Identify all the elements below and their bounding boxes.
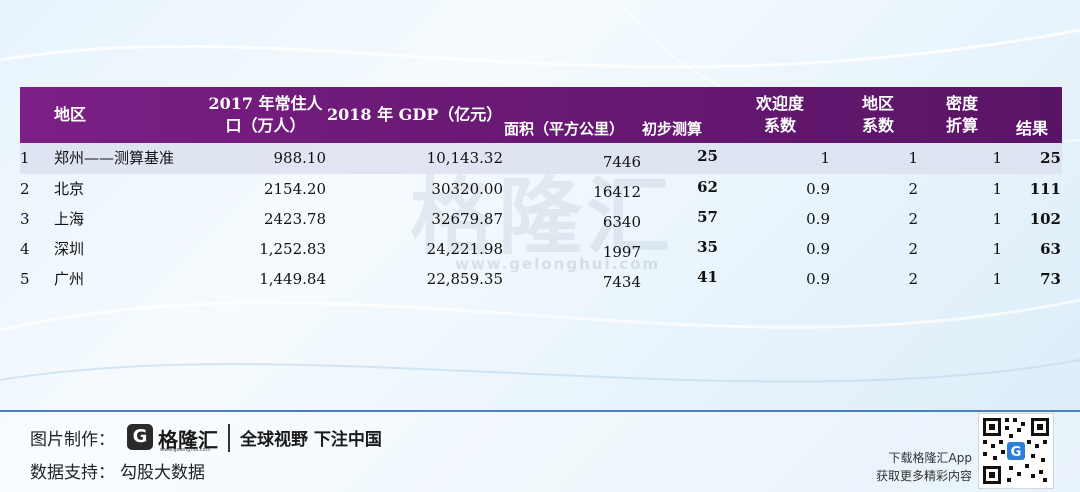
row-prelim: 62 <box>697 178 718 196</box>
row-prelim: 41 <box>697 268 718 286</box>
header-density-line1: 密度 <box>945 94 978 113</box>
row-result: 25 <box>1040 149 1061 167</box>
header-popularity-line2: 系数 <box>763 116 796 135</box>
row-density: 1 <box>992 180 1002 198</box>
row-result: 73 <box>1040 270 1061 288</box>
header-density-line2: 折算 <box>945 116 978 135</box>
header-region-coef-line1: 地区 <box>861 94 894 113</box>
row-area: 16412 <box>593 183 641 201</box>
row-area: 7446 <box>602 153 641 171</box>
row-region-coef: 2 <box>908 270 918 288</box>
row-result: 102 <box>1029 210 1061 228</box>
row-index: 4 <box>20 240 30 258</box>
app-promo-text: 获取更多精彩内容 <box>875 469 972 483</box>
header-region-coef-line2: 系数 <box>861 116 894 135</box>
footer-divider <box>0 410 1080 412</box>
row-gdp: 30320.00 <box>431 180 503 198</box>
footer <box>0 412 1080 492</box>
logo-separator <box>228 424 230 452</box>
header-density: 密度 折算 <box>938 93 986 137</box>
row-area: 1997 <box>602 243 641 261</box>
row-population: 1,449.84 <box>259 270 326 288</box>
header-popularity: 欢迎度 系数 <box>750 93 810 137</box>
header-prelim: 初步测算 <box>642 120 703 138</box>
data-source: 勾股大数据 <box>120 463 205 483</box>
row-index: 1 <box>20 149 30 167</box>
row-region-coef: 2 <box>908 180 918 198</box>
watermark-url: www.gelonghui.com <box>455 255 661 273</box>
watermark-text: 格隆汇 <box>410 168 675 266</box>
table-row: 4 深圳 1,252.83 24,221.98 1997 35 0.9 2 1 … <box>20 234 1062 264</box>
row-popularity: 1 <box>820 149 830 167</box>
header-population: 2017 年常住人 口（万人） <box>208 93 323 137</box>
app-download-text: 下载格隆汇App <box>888 451 972 465</box>
row-city: 北京 <box>54 180 85 198</box>
data-table: 地区 2017 年常住人 口（万人） 2018 年 GDP（亿元） 面积（平方公… <box>20 87 1062 294</box>
svg-text:G: G <box>1011 445 1022 460</box>
row-result: 111 <box>1029 180 1061 198</box>
row-prelim: 35 <box>697 238 718 256</box>
made-by-label: 图片制作： <box>30 430 115 450</box>
row-result: 63 <box>1040 240 1061 258</box>
qr-code-icon[interactable]: G <box>978 413 1054 489</box>
row-gdp: 22,859.35 <box>426 270 503 288</box>
row-population: 2423.78 <box>263 210 326 228</box>
row-gdp: 24,221.98 <box>426 240 503 258</box>
header-result: 结果 <box>1016 119 1049 138</box>
row-population: 1,252.83 <box>259 240 326 258</box>
row-popularity: 0.9 <box>806 210 830 228</box>
row-prelim: 57 <box>697 208 718 226</box>
row-city: 深圳 <box>54 240 85 258</box>
row-popularity: 0.9 <box>806 270 830 288</box>
row-region-coef: 1 <box>908 149 918 167</box>
row-gdp: 32679.87 <box>431 210 503 228</box>
row-area: 6340 <box>602 213 641 231</box>
row-index: 3 <box>20 210 30 228</box>
table-row: 1 郑州——测算基准 988.10 10,143.32 7446 25 1 1 … <box>20 143 1062 174</box>
data-source-label: 数据支持： <box>30 463 115 483</box>
row-density: 1 <box>992 210 1002 228</box>
row-city: 郑州——测算基准 <box>54 149 175 167</box>
header-region-coef: 地区 系数 <box>854 93 902 137</box>
row-city: 上海 <box>54 210 85 228</box>
header-region: 地区 <box>54 105 87 124</box>
header-popularity-line1: 欢迎度 <box>755 94 804 113</box>
row-population: 2154.20 <box>263 180 326 198</box>
row-density: 1 <box>992 270 1002 288</box>
table-row: 3 上海 2423.78 32679.87 6340 57 0.9 2 1 10… <box>20 204 1062 234</box>
row-density: 1 <box>992 240 1002 258</box>
row-prelim: 25 <box>697 147 718 165</box>
row-density: 1 <box>992 149 1002 167</box>
row-gdp: 10,143.32 <box>426 149 503 167</box>
table-row: 5 广州 1,449.84 22,859.35 7434 41 0.9 2 1 … <box>20 264 1062 294</box>
row-popularity: 0.9 <box>806 180 830 198</box>
row-city: 广州 <box>54 270 85 288</box>
slogan: 全球视野 下注中国 <box>240 430 382 450</box>
logo-url: www.gelonghui.com <box>160 447 211 453</box>
row-area: 7434 <box>602 273 641 291</box>
table-header: 地区 2017 年常住人 口（万人） 2018 年 GDP（亿元） 面积（平方公… <box>20 87 1062 143</box>
header-area: 面积（平方公里） <box>504 120 625 138</box>
header-population-line2: 口（万人） <box>225 116 306 135</box>
logo-icon: G <box>127 424 153 450</box>
row-popularity: 0.9 <box>806 240 830 258</box>
row-population: 988.10 <box>273 149 327 167</box>
row-index: 2 <box>20 180 30 198</box>
logo-name: 格隆汇 <box>158 428 218 452</box>
row-index: 5 <box>20 270 30 288</box>
table-row: 2 北京 2154.20 30320.00 16412 62 0.9 2 1 1… <box>20 174 1062 204</box>
row-region-coef: 2 <box>908 210 918 228</box>
header-population-line1: 2017 年常住人 <box>208 94 323 113</box>
header-gdp: 2018 年 GDP（亿元） <box>327 105 503 124</box>
row-region-coef: 2 <box>908 240 918 258</box>
